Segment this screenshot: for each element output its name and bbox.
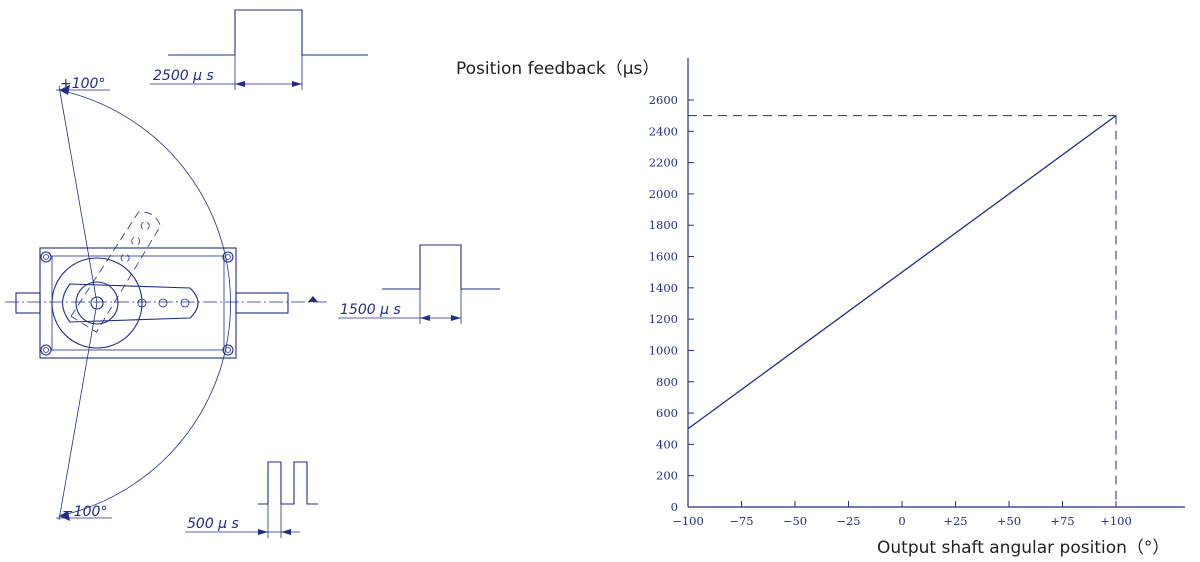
hub-screw — [90, 296, 104, 310]
y-axis-title: Position feedback（μs） — [456, 59, 659, 79]
pulse-top-label: 2500 μ s — [153, 68, 214, 84]
arc-arrow-bottom — [59, 511, 70, 521]
series-line-0 — [687, 115, 1117, 430]
arm-hole-3 — [180, 298, 190, 308]
left-mount-tab — [15, 292, 41, 314]
x-tick-label: −75 — [729, 514, 753, 528]
pulse-mid-label: 1500 μ s — [340, 302, 401, 318]
output-gear — [51, 257, 143, 349]
pulse-waveform-1500 — [338, 244, 500, 324]
chart-plot-area: 0 200 400 600 800 1000 1200 1400 1600 1800 2000 220… — [649, 58, 1185, 528]
x-axis-title: Output shaft angular position（°） — [877, 538, 1169, 558]
pulse-waveform-500 — [185, 461, 318, 538]
feedback-chart: Position feedback（μs） Output shaft angul… — [456, 58, 1185, 558]
x-tick-label: +50 — [997, 514, 1021, 528]
y-tick-label: 0 — [671, 500, 678, 514]
x-tick-label: +25 — [943, 514, 967, 528]
limit-ray-top — [58, 85, 98, 304]
right-mount-tab — [235, 292, 289, 314]
angle-top-label: +100° — [60, 76, 105, 92]
x-tick-label: −25 — [836, 514, 860, 528]
arc-arrow-mid — [308, 296, 318, 302]
x-tick-label: −100 — [672, 514, 704, 528]
rotation-range-arc — [58, 89, 231, 517]
pulse-waveform-2500 — [150, 9, 368, 90]
y-tick-label: 2400 — [649, 124, 678, 138]
y-tick-label: 400 — [656, 437, 678, 451]
y-tick-label: 1000 — [649, 343, 678, 357]
y-tick-label: 1800 — [649, 218, 678, 232]
servo-drawing: +100° −100° 2500 μ s 1500 μ s — [5, 9, 500, 538]
arm-hole-1 — [137, 298, 147, 308]
y-tick-label: 2200 — [649, 156, 678, 170]
limit-ray-bottom — [58, 302, 98, 521]
angle-bottom-label: −100° — [62, 504, 107, 520]
x-tick-label: −50 — [783, 514, 807, 528]
y-tick-label: 1400 — [649, 281, 678, 295]
hub-outer — [75, 281, 119, 325]
x-tick-label: +75 — [1050, 514, 1074, 528]
x-tick-label: 0 — [898, 514, 905, 528]
y-tick-label: 2000 — [649, 187, 678, 201]
y-tick-label: 1200 — [649, 312, 678, 326]
servo-arm-rotated-outline — [70, 211, 161, 333]
y-tick-label: 2600 — [649, 93, 678, 107]
y-tick-label: 200 — [656, 469, 678, 483]
y-tick-label: 600 — [656, 406, 678, 420]
servo-arm — [61, 283, 199, 323]
y-tick-label: 1600 — [649, 250, 678, 264]
corner-screws — [40, 251, 234, 356]
y-tick-label: 800 — [656, 375, 678, 389]
x-tick-label: +100 — [1100, 514, 1132, 528]
arm-hole-2 — [158, 298, 168, 308]
pulse-bottom-label: 500 μ s — [187, 516, 239, 532]
